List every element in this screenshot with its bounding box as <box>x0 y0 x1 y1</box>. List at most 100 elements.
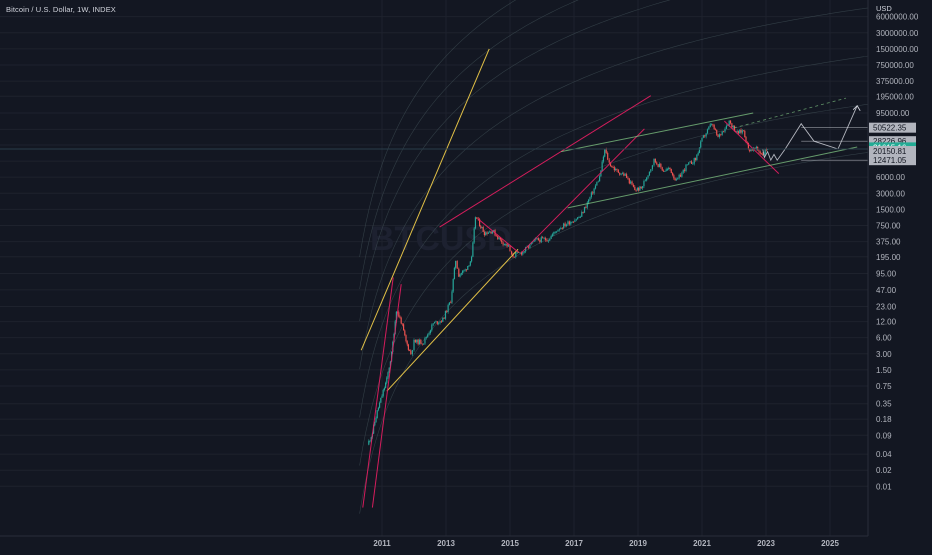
candle-body <box>656 162 658 165</box>
candle-body <box>705 133 707 137</box>
candle-body <box>631 181 633 185</box>
candle-body <box>479 219 481 227</box>
candle-body <box>731 123 733 128</box>
candle-body <box>486 232 488 234</box>
candle-body <box>621 173 624 175</box>
candle-body <box>564 223 566 227</box>
symbol-title: Bitcoin / U.S. Dollar, 1W, INDEX <box>6 5 116 14</box>
candle-body <box>375 418 377 423</box>
y-tick-label: 0.35 <box>876 400 892 409</box>
candle-body <box>690 161 693 164</box>
candle-body <box>623 173 625 176</box>
candle-body <box>639 186 641 191</box>
trendline-red <box>520 128 645 254</box>
candle-body <box>724 128 726 132</box>
candle-body <box>677 178 679 180</box>
candle-body <box>593 188 595 194</box>
y-tick-label: 195.00 <box>876 253 901 262</box>
candle-body <box>418 339 421 345</box>
candle-body <box>515 252 517 257</box>
candle-body <box>764 149 766 154</box>
price-tag-bg <box>869 136 916 147</box>
trendline-dashed <box>733 97 847 129</box>
candle-body <box>429 330 432 334</box>
candle-body <box>527 246 530 248</box>
candle-body <box>435 321 437 323</box>
candle-body <box>658 163 661 167</box>
trendlines[interactable] <box>360 48 858 508</box>
trendline-green <box>561 112 754 153</box>
candle-body <box>509 245 511 252</box>
candle-body <box>487 232 489 234</box>
candle-body <box>635 190 637 191</box>
candle-body <box>523 251 525 253</box>
candle-body <box>713 125 715 130</box>
candle-body <box>469 261 471 266</box>
candle-body <box>647 175 649 178</box>
candle-body <box>762 153 764 156</box>
candle-body <box>533 239 535 242</box>
candle-body <box>547 240 549 242</box>
candle-body <box>613 167 615 171</box>
trendline-red <box>439 95 652 228</box>
candle-body <box>409 349 411 351</box>
y-tick-label: 3000000.00 <box>876 29 919 38</box>
candle-body <box>513 256 515 258</box>
candle-body <box>597 181 599 183</box>
candle-body <box>685 164 687 171</box>
candle-body <box>723 131 725 133</box>
candle-body <box>717 134 719 137</box>
candle-body <box>465 269 468 271</box>
candle-body <box>387 372 389 378</box>
price-tag-bg <box>869 122 916 133</box>
candle-body <box>638 188 640 191</box>
y-tick-label: 0.09 <box>876 431 892 440</box>
y-tick-label: 375.00 <box>876 238 901 247</box>
projection-path[interactable] <box>762 104 868 162</box>
candle-body <box>648 171 651 176</box>
candle-body <box>599 176 601 182</box>
candle-body <box>456 260 458 269</box>
candle-body <box>382 390 384 396</box>
x-tick-label: 2021 <box>693 539 711 548</box>
candle-body <box>431 324 433 331</box>
candle-body <box>505 243 507 245</box>
candle-body <box>720 134 722 136</box>
candle-body <box>574 220 576 222</box>
candle-body <box>712 124 714 126</box>
candle-body <box>604 149 606 157</box>
candle-body <box>609 162 612 167</box>
projection-arrowhead <box>852 104 861 111</box>
grid-lines <box>0 0 868 536</box>
time-axis[interactable]: 2011 2013 2015 2017 2019 2021 2023 2025 <box>373 539 839 548</box>
candle-body <box>540 237 542 242</box>
candle-body <box>455 260 457 268</box>
candle-body <box>602 156 605 162</box>
candle-body <box>395 311 397 322</box>
growth-band-curve <box>359 152 869 514</box>
candle-body <box>491 231 493 234</box>
candle-body <box>689 161 691 163</box>
candle-body <box>425 337 427 338</box>
x-tick-label: 2013 <box>437 539 455 548</box>
candle-body <box>696 154 698 160</box>
candle-body <box>751 149 753 151</box>
candle-body <box>765 149 767 151</box>
candle-body <box>427 334 429 338</box>
candle-body <box>628 178 630 184</box>
candle-body <box>679 174 682 177</box>
candle-body <box>443 317 445 319</box>
candle-body <box>518 251 520 253</box>
price-tag-label: 20150.81 <box>873 147 907 156</box>
candle-body <box>750 149 752 152</box>
candle-body <box>460 273 462 275</box>
y-tick-label: 1500000.00 <box>876 45 919 54</box>
candle-body <box>589 197 591 200</box>
candle-body <box>577 217 579 220</box>
currency-label: USD <box>876 4 892 13</box>
trendline-red <box>362 277 394 508</box>
candle-body <box>568 221 570 225</box>
y-tick-label: 750000.00 <box>876 61 914 70</box>
